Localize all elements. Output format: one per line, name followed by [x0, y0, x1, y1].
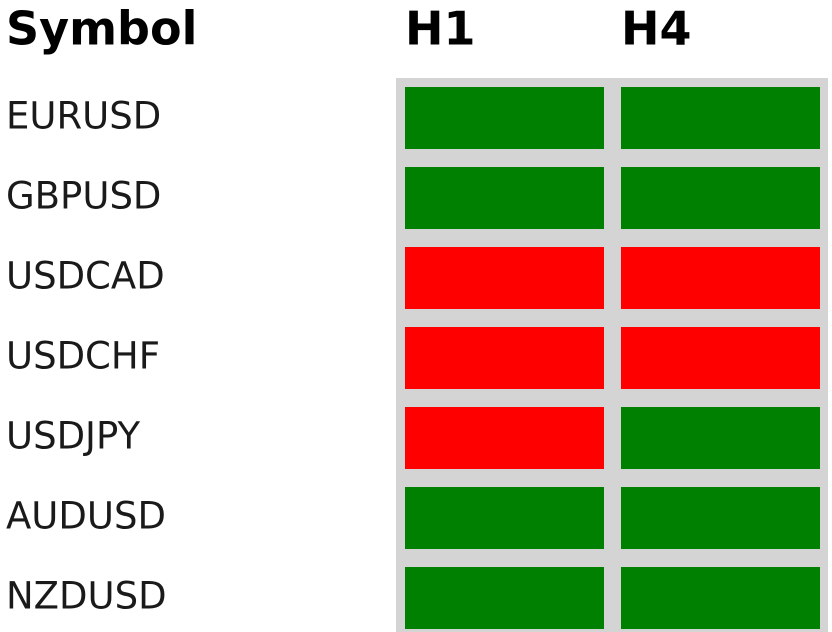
signal-cell: [405, 487, 604, 549]
symbol-label: NZDUSD: [6, 575, 167, 618]
signal-cell: [405, 567, 604, 629]
symbol-label: EURUSD: [6, 95, 161, 138]
symbol-label: USDJPY: [6, 415, 140, 458]
signal-cell: [405, 87, 604, 149]
symbol-label: GBPUSD: [6, 175, 161, 218]
symbol-header: Symbol: [6, 2, 197, 56]
symbol-label: AUDUSD: [6, 495, 166, 538]
signal-cell: [621, 167, 820, 229]
signal-cell: [621, 327, 820, 389]
signal-cell: [405, 247, 604, 309]
signal-cell: [621, 247, 820, 309]
signal-cell: [621, 407, 820, 469]
column-header: H4: [621, 2, 692, 56]
signal-cell: [405, 167, 604, 229]
signal-cell: [405, 327, 604, 389]
symbol-label: USDCAD: [6, 255, 165, 298]
signal-cell: [405, 407, 604, 469]
signal-cell: [621, 487, 820, 549]
symbol-label: USDCHF: [6, 335, 160, 378]
column-header: H1: [405, 2, 476, 56]
signal-cell: [621, 87, 820, 149]
signal-cell: [621, 567, 820, 629]
